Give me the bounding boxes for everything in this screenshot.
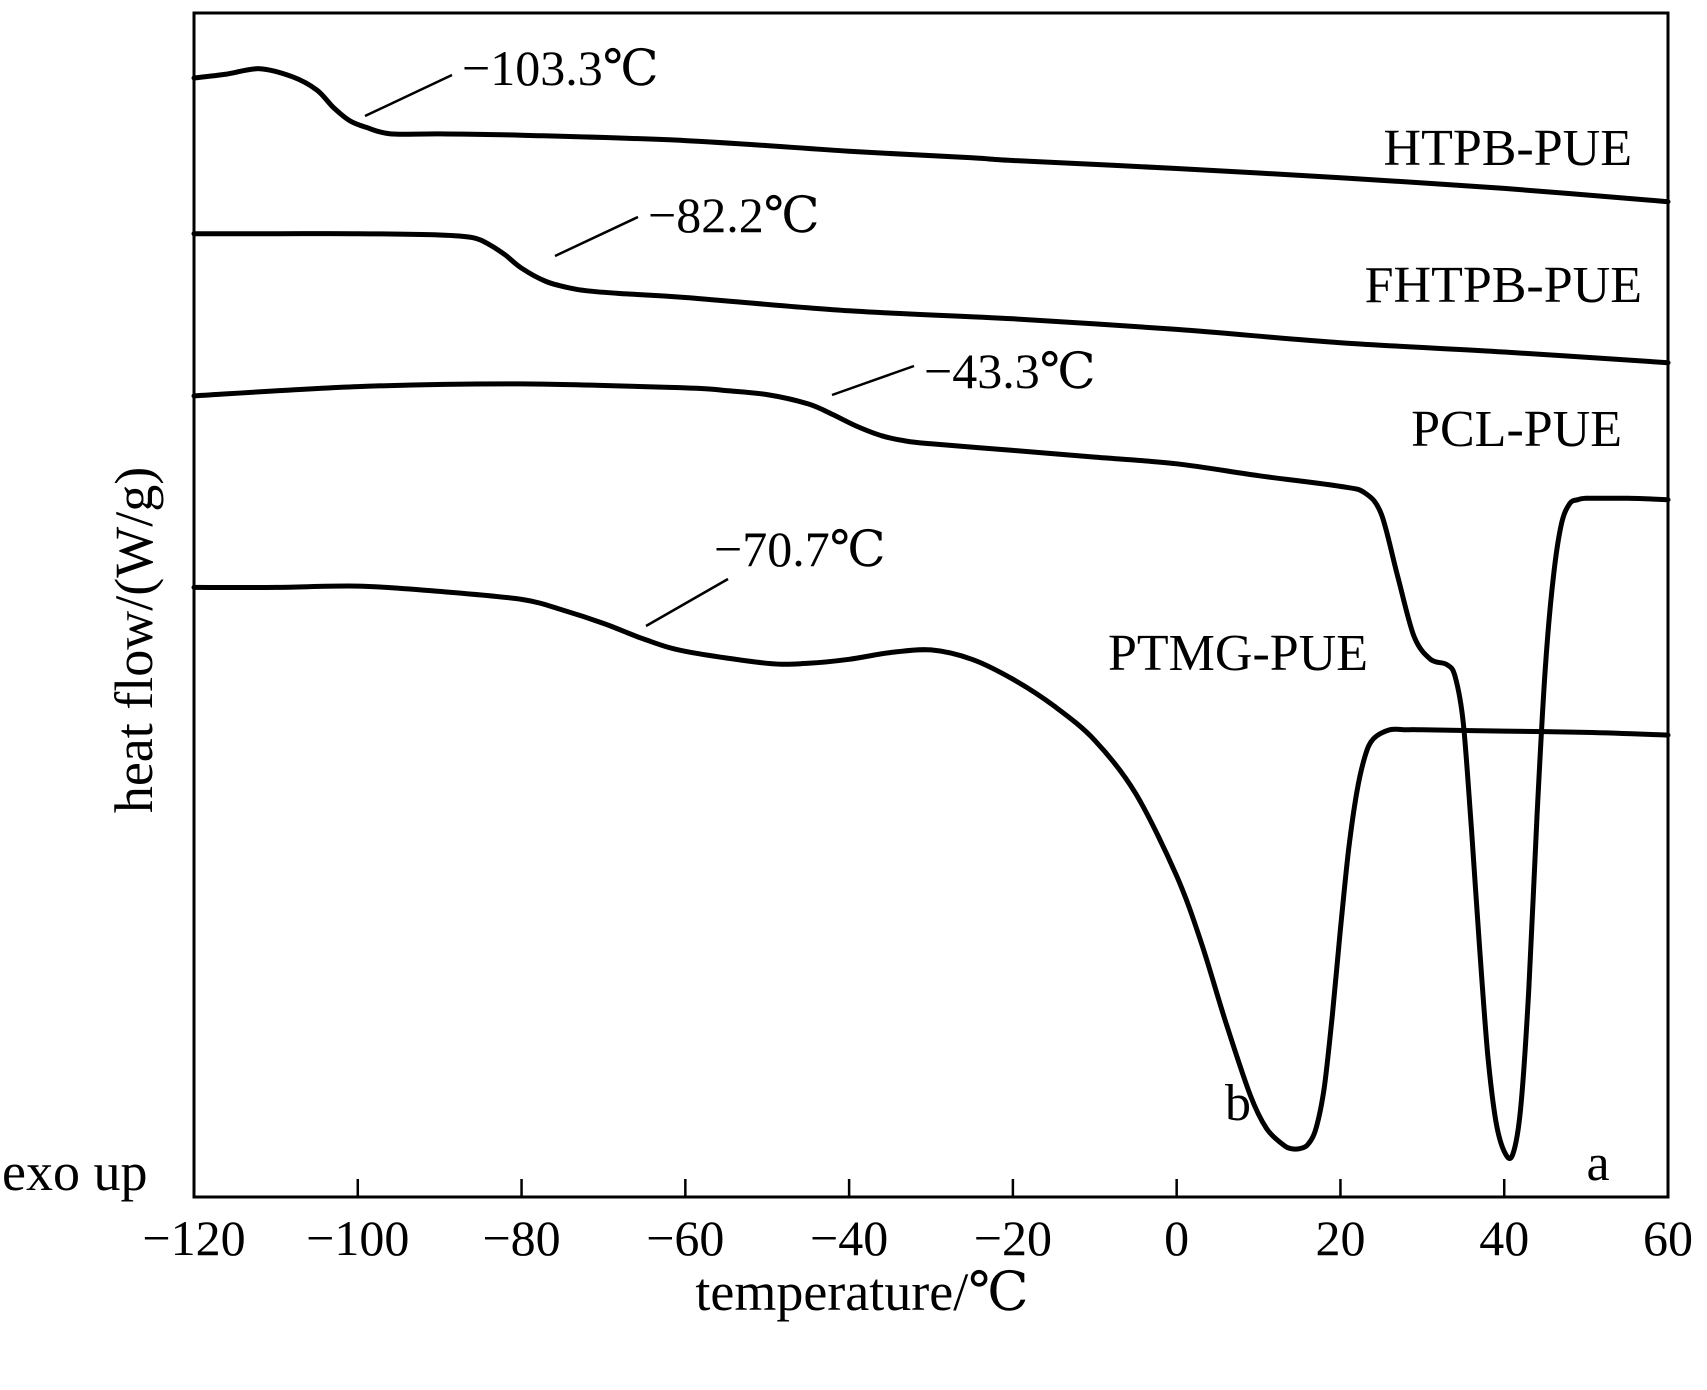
x-axis-label: temperature/℃ [695, 1262, 1028, 1322]
tg-leader-line [831, 364, 915, 397]
x-tick-label: −60 [646, 1210, 724, 1266]
curve-ptmg-pue [191, 583, 1671, 1152]
curve-labels: HTPB-PUE −103.3℃ FHTPB-PUE −82.2℃ PCL-PUE −43… [462, 40, 1642, 1192]
y-axis-label: heat flow/(W/g) [104, 467, 164, 813]
tg-annotation: −70.7℃ [714, 521, 886, 577]
exo-up-label: exo up [2, 1142, 147, 1202]
series-label: PCL-PUE [1411, 401, 1622, 458]
curve-htpb-pue [191, 66, 1671, 205]
x-tick-label: 20 [1315, 1210, 1365, 1266]
x-tick-label: 0 [1164, 1210, 1189, 1266]
x-tick-label: 40 [1479, 1210, 1529, 1266]
curve-pcl-pue [191, 381, 1671, 1161]
curve-marker-label: a [1586, 1135, 1609, 1192]
x-tick-label: −120 [142, 1210, 245, 1266]
plot-frame [192, 11, 1670, 1199]
tg-leader-line [554, 215, 639, 258]
x-axis-tick-labels: −120 −100 −80 −60 −40 −20 0 20 40 60 [142, 1210, 1693, 1266]
curves [191, 66, 1671, 1161]
x-tick-label: −80 [482, 1210, 560, 1266]
tg-annotation: −43.3℃ [924, 343, 1096, 399]
curve-fhtpb-pue [191, 231, 1671, 366]
tg-leader-line [645, 577, 729, 628]
curve-marker-label: b [1225, 1075, 1251, 1132]
series-label: PTMG-PUE [1108, 625, 1368, 682]
x-tick-label: −100 [306, 1210, 409, 1266]
x-tick-label: −40 [810, 1210, 888, 1266]
x-axis-ticks [356, 1179, 1506, 1197]
tg-leader-lines [364, 73, 915, 628]
series-label: FHTPB-PUE [1365, 257, 1642, 314]
x-tick-label: 60 [1643, 1210, 1693, 1266]
tg-leader-line [364, 73, 453, 118]
series-label: HTPB-PUE [1384, 120, 1632, 177]
tg-annotation: −103.3℃ [462, 40, 659, 96]
tg-annotation: −82.2℃ [648, 187, 820, 243]
x-tick-label: −20 [974, 1210, 1052, 1266]
